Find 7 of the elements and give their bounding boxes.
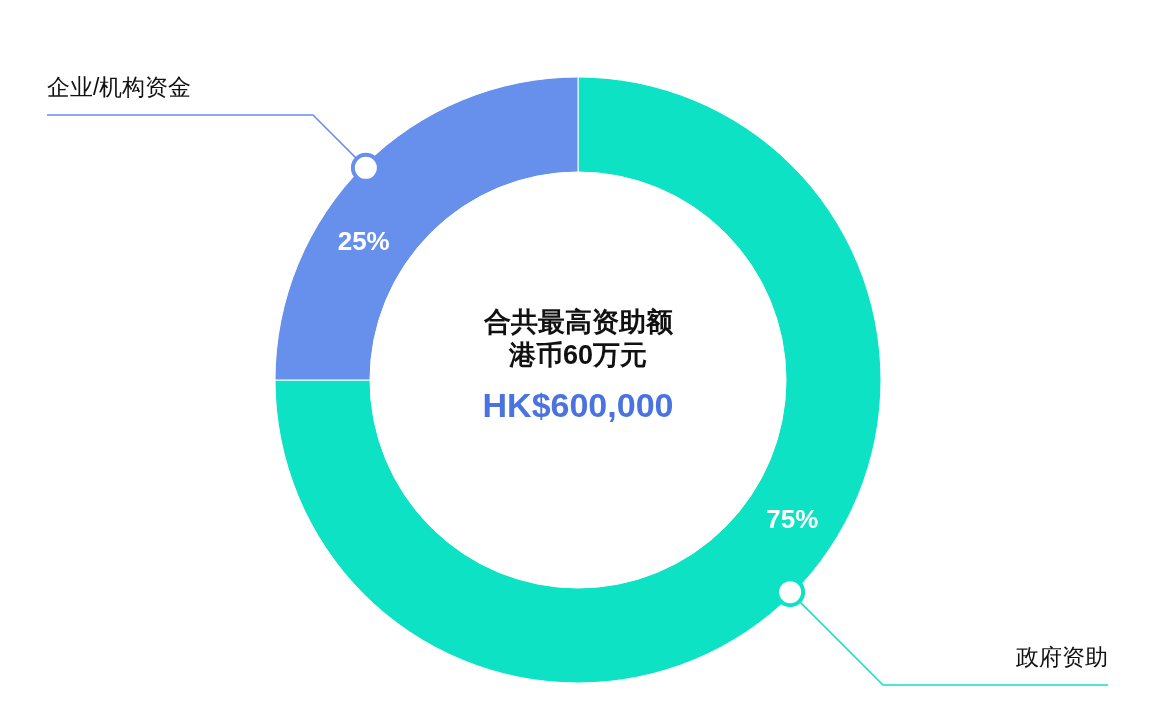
data-label: 25% — [337, 225, 390, 256]
slice-label: 政府资助 — [1016, 644, 1108, 670]
slice-label: 企业/机构资金 — [47, 74, 192, 100]
text: HK$600,000 — [482, 386, 674, 424]
text: 合共最高资助额 — [482, 307, 674, 337]
data-label: 75% — [766, 504, 819, 535]
text: 港币60万元 — [507, 340, 648, 370]
